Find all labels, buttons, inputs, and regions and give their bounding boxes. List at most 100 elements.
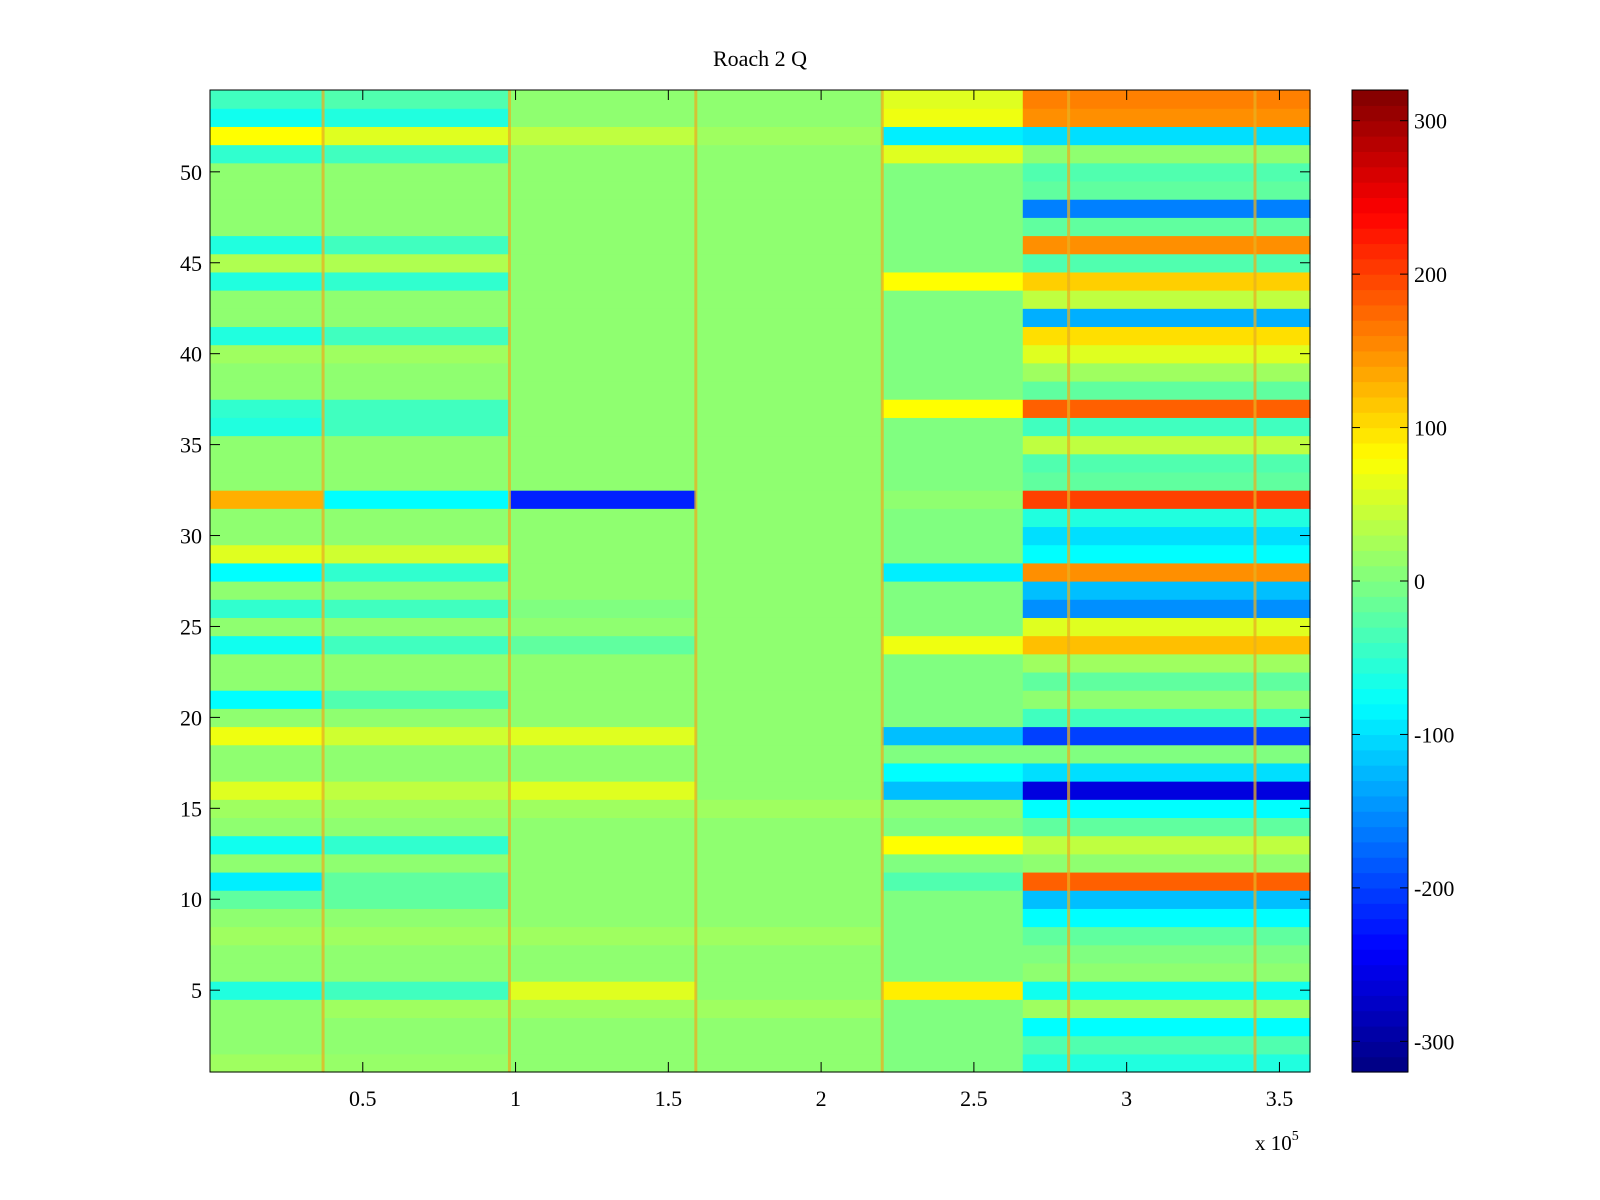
heatmap-cell: [1022, 944, 1311, 964]
heatmap-cell: [882, 744, 1024, 764]
colorbar-band: [1352, 627, 1408, 643]
heatmap-cell: [882, 562, 1024, 582]
heatmap-cell: [210, 799, 324, 819]
heatmap-cell: [509, 835, 697, 855]
heatmap-cell: [1022, 744, 1311, 764]
colorbar-band: [1352, 381, 1408, 398]
heatmap-cell: [882, 817, 1024, 837]
heatmap-cell: [210, 544, 324, 564]
x-tick-label: 3.5: [1266, 1086, 1294, 1111]
heatmap-cell: [210, 853, 324, 873]
heatmap-cell: [509, 308, 697, 328]
heatmap-cell: [882, 599, 1024, 618]
heatmap-cell: [882, 581, 1024, 600]
colorbar-band: [1352, 596, 1408, 613]
heatmap-cell: [882, 526, 1024, 546]
heatmap-cell: [695, 908, 883, 928]
heatmap-cell: [509, 599, 697, 618]
colorbar-band: [1352, 274, 1408, 291]
heatmap-cell: [882, 1017, 1024, 1037]
heatmap-cell: [210, 508, 324, 528]
heatmap-cell: [210, 344, 324, 364]
colorbar-band: [1352, 949, 1408, 966]
colorbar-tick-label: 200: [1414, 262, 1447, 287]
heatmap-cell: [1022, 308, 1311, 328]
heatmap-cell: [210, 362, 324, 382]
y-tick-label: 50: [180, 160, 202, 185]
heatmap-cell: [509, 526, 697, 546]
colorbar-band: [1352, 304, 1408, 321]
heatmap-cell: [509, 271, 697, 291]
heatmap-cell: [323, 417, 511, 437]
colorbar-band: [1352, 887, 1408, 904]
heatmap-cell: [695, 126, 883, 146]
x-axis-exponent-power: 5: [1292, 1129, 1299, 1144]
heatmap-cell: [509, 999, 697, 1019]
chart-title: Roach 2 Q: [713, 46, 807, 71]
heatmap-cell: [882, 326, 1024, 346]
heatmap-cell: [882, 1035, 1024, 1055]
heatmap-cell: [1022, 581, 1311, 600]
heatmap-cell: [695, 835, 883, 855]
colorbar-tick-label: 300: [1414, 109, 1447, 134]
heatmap-cell: [882, 471, 1024, 491]
heatmap-cell: [1022, 162, 1311, 182]
heatmap-cell: [323, 690, 511, 709]
heatmap-cell: [509, 453, 697, 473]
heatmap-cell: [210, 399, 324, 418]
heatmap-cell: [509, 871, 697, 891]
heatmap-cell: [1022, 380, 1311, 400]
heatmap-cell: [1022, 453, 1311, 473]
colorbar-tick-label: -200: [1414, 876, 1454, 901]
colorbar-band: [1352, 734, 1408, 751]
colorbar-band: [1352, 581, 1408, 597]
colorbar-band: [1352, 182, 1408, 198]
colorbar-band: [1352, 120, 1408, 137]
heatmap-cell: [1022, 617, 1311, 637]
heatmap-cell: [323, 380, 511, 400]
heatmap-cell: [695, 544, 883, 564]
heatmap-cell: [882, 380, 1024, 400]
heatmap-cell: [1022, 217, 1311, 237]
heatmap-cell: [210, 581, 324, 600]
heatmap-cell: [1022, 1035, 1311, 1055]
heatmap-cell: [210, 726, 324, 746]
heatmap-cell: [323, 817, 511, 837]
colorbar-frame: [1351, 89, 1409, 1073]
heatmap-cell: [882, 90, 1024, 109]
heatmap-cell: [323, 835, 511, 855]
heatmap-cell: [323, 781, 511, 800]
colorbar-ticks: -300 -200 -100 0 100 200 300: [1352, 109, 1454, 1054]
heatmap-cell: [695, 308, 883, 328]
colorbar-band: [1352, 918, 1408, 935]
heatmap-cell: [1022, 471, 1311, 491]
heatmap-cell: [882, 435, 1024, 455]
heatmap-cell: [695, 999, 883, 1019]
colorbar-band: [1352, 350, 1408, 367]
heatmap-cell: [1022, 362, 1311, 382]
heatmap-cell: [323, 90, 511, 109]
heatmap-cell: [882, 999, 1024, 1019]
heatmap-cell: [509, 235, 697, 255]
heatmap-cell: [695, 690, 883, 709]
heatmap-cell: [323, 599, 511, 618]
heatmap-cell: [509, 653, 697, 673]
heatmap-cell: [323, 453, 511, 473]
heatmap-cell: [323, 799, 511, 819]
heatmap-cell: [882, 708, 1024, 728]
heatmap-cell: [210, 144, 324, 164]
colorbar-band: [1352, 228, 1408, 245]
colorbar-tick-label: 100: [1414, 416, 1447, 441]
heatmap-cell: [509, 781, 697, 800]
heatmap-cell: [695, 399, 883, 418]
heatmap-cell: [323, 926, 511, 946]
heatmap-cell: [210, 90, 324, 109]
heatmap-cell: [210, 380, 324, 400]
heatmap-cell: [695, 562, 883, 582]
heatmap-cell: [882, 926, 1024, 946]
heatmap-cell: [695, 180, 883, 200]
heatmap-cell: [509, 944, 697, 964]
heatmap-cell: [695, 508, 883, 528]
colorbar-band: [1352, 504, 1408, 521]
heatmap-cell: [695, 781, 883, 800]
